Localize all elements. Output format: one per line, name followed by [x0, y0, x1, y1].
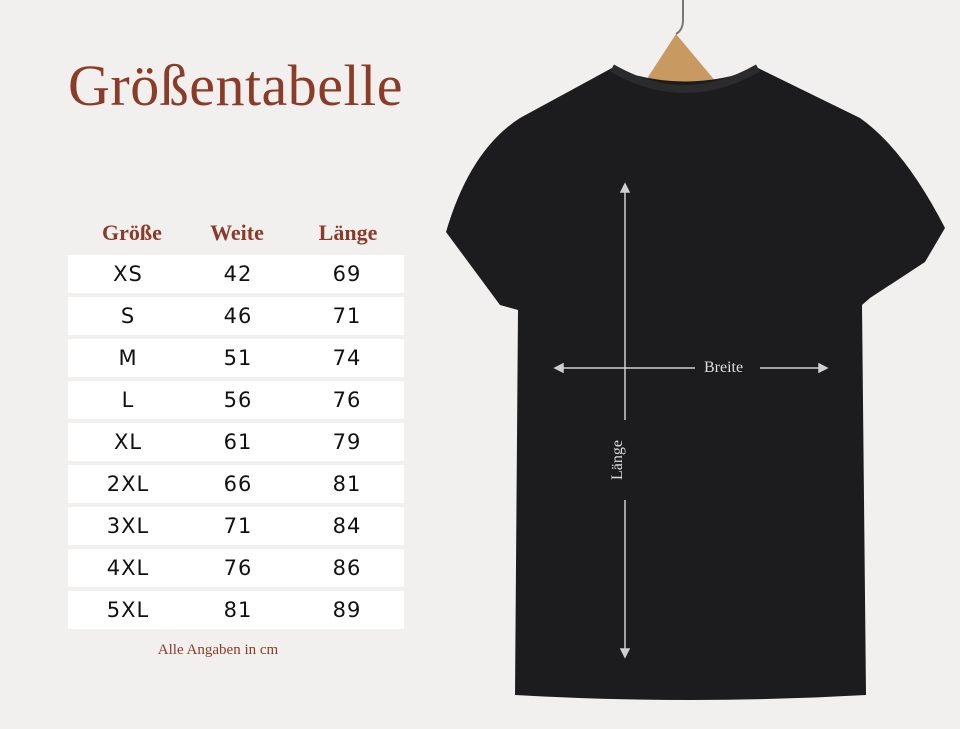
table-row: S 46 71 — [68, 297, 404, 335]
header-width: Weite — [210, 220, 264, 245]
size-cell: XS — [113, 262, 143, 286]
table-row: 4XL 76 86 — [68, 549, 404, 587]
header-size: Größe — [102, 220, 162, 245]
size-cell: 5XL — [106, 598, 150, 622]
length-cell: 84 — [332, 514, 362, 538]
width-cell: 81 — [223, 598, 253, 622]
table-row: L 56 76 — [68, 381, 404, 419]
length-cell: 74 — [332, 346, 362, 370]
length-cell: 81 — [332, 472, 362, 496]
length-cell: 69 — [332, 262, 362, 286]
size-cell: M — [118, 346, 138, 370]
width-cell: 56 — [223, 388, 253, 412]
size-cell: 2XL — [106, 472, 150, 496]
hanger-hook-icon — [675, 0, 684, 35]
width-cell: 66 — [223, 472, 253, 496]
width-cell: 71 — [223, 514, 253, 538]
width-cell: 46 — [223, 304, 253, 328]
size-cell: S — [120, 304, 136, 328]
width-cell: 42 — [223, 262, 253, 286]
length-cell: 76 — [332, 388, 362, 412]
length-cell: 79 — [332, 430, 362, 454]
length-label: Länge — [608, 440, 626, 480]
length-cell: 89 — [332, 598, 362, 622]
header-length: Länge — [318, 220, 378, 245]
size-cell: L — [121, 388, 135, 412]
table-row: 2XL 66 81 — [68, 465, 404, 503]
size-cell: 3XL — [106, 514, 150, 538]
tshirt-shape — [446, 68, 945, 700]
width-cell: 76 — [223, 556, 253, 580]
size-cell: XL — [113, 430, 143, 454]
table-row: 3XL 71 84 — [68, 507, 404, 545]
page-title: Größentabelle — [68, 53, 404, 118]
width-cell: 61 — [223, 430, 253, 454]
units-note: Alle Angaben in cm — [157, 642, 279, 658]
length-cell: 86 — [332, 556, 362, 580]
table-row: M 51 74 — [68, 339, 404, 377]
width-label: Breite — [704, 359, 744, 376]
table-row: XL 61 79 — [68, 423, 404, 461]
width-cell: 51 — [223, 346, 253, 370]
length-cell: 71 — [332, 304, 362, 328]
table-row: 5XL 81 89 — [68, 591, 404, 629]
table-row: XS 42 69 — [68, 255, 404, 293]
size-cell: 4XL — [106, 556, 150, 580]
